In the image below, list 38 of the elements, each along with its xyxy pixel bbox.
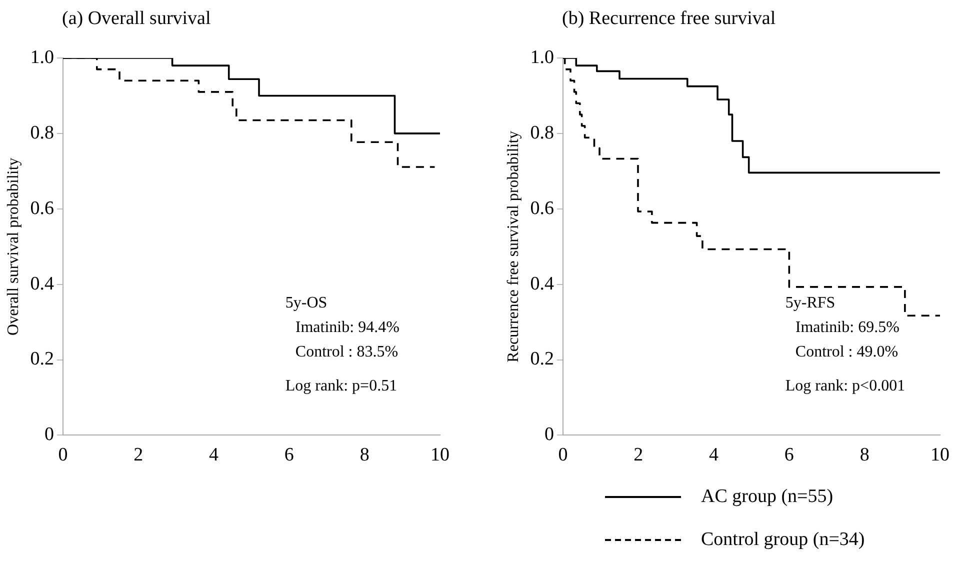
annotation: Imatinib: 69.5% bbox=[795, 318, 900, 336]
legend-label: Control group (n=34) bbox=[701, 528, 865, 550]
y-tick-label: 0.2 bbox=[530, 348, 554, 370]
x-tick-label: 0 bbox=[558, 444, 568, 466]
x-tick-label: 8 bbox=[360, 444, 370, 466]
y-tick-label: 0.6 bbox=[530, 198, 554, 219]
y-tick-label: 0.6 bbox=[30, 198, 54, 219]
x-tick-label: 2 bbox=[634, 444, 644, 466]
y-tick-label: 1.0 bbox=[30, 46, 54, 68]
y-tick-label: 0 bbox=[44, 424, 54, 446]
annotation: Control : 83.5% bbox=[295, 343, 398, 360]
x-tick-label: 8 bbox=[860, 444, 870, 466]
y-tick-label: 1.0 bbox=[530, 46, 554, 68]
annotation: 5y-OS bbox=[285, 294, 328, 312]
y-axis-title: Overall survival probability bbox=[4, 158, 22, 336]
x-tick-label: 0 bbox=[58, 444, 68, 466]
x-tick-label: 6 bbox=[784, 444, 794, 466]
x-tick-label: 4 bbox=[709, 444, 720, 466]
annotation: Log rank: p=0.51 bbox=[285, 377, 398, 394]
chart-title: (b) Recurrence free survival bbox=[562, 8, 776, 30]
x-tick-label: 2 bbox=[134, 444, 144, 466]
legend-label: AC group (n=55) bbox=[701, 486, 834, 508]
chart-title: (a) Overall survival bbox=[62, 8, 211, 30]
annotation: Log rank: p<0.001 bbox=[785, 377, 906, 394]
y-tick-label: 0.4 bbox=[30, 273, 54, 294]
x-tick-label: 10 bbox=[430, 444, 450, 466]
x-tick-label: 6 bbox=[284, 444, 294, 466]
y-axis-title: Recurrence free survival probability bbox=[504, 130, 522, 362]
annotation: 5y-RFS bbox=[785, 294, 836, 312]
y-tick-label: 0 bbox=[544, 424, 554, 446]
x-tick-label: 4 bbox=[209, 444, 220, 466]
annotation: Control : 49.0% bbox=[795, 343, 898, 360]
y-tick-label: 0.8 bbox=[30, 122, 54, 144]
y-tick-label: 0.4 bbox=[530, 273, 554, 294]
y-tick-label: 0.2 bbox=[30, 348, 54, 370]
y-tick-label: 0.8 bbox=[530, 122, 554, 144]
x-tick-label: 10 bbox=[930, 444, 950, 466]
annotation: Imatinib: 94.4% bbox=[295, 318, 400, 336]
